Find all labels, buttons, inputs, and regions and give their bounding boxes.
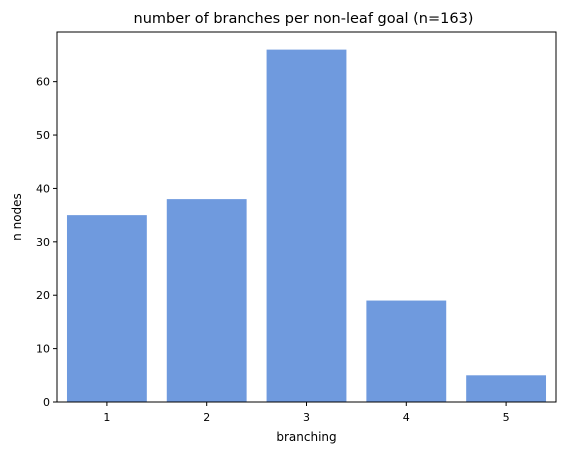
y-tick-label: 50	[36, 129, 50, 142]
y-tick-label: 30	[36, 236, 50, 249]
y-tick-label: 20	[36, 289, 50, 302]
bar-2	[166, 199, 247, 402]
x-tick-label: 1	[103, 411, 110, 424]
x-axis-label: branching	[276, 430, 336, 444]
plot-frame	[56, 31, 557, 403]
x-axis-ticks: 1 2 3 4 5	[103, 402, 510, 424]
chart-title: number of branches per non-leaf goal (n=…	[134, 11, 474, 27]
y-tick-label: 60	[36, 76, 50, 89]
y-tick-label: 0	[43, 396, 50, 409]
y-tick-label: 10	[36, 343, 50, 356]
y-axis-label: n nodes	[10, 193, 24, 241]
bar-3	[266, 49, 347, 402]
bar-5	[466, 375, 547, 402]
x-tick-label: 2	[203, 411, 210, 424]
bar-4	[366, 300, 447, 402]
x-tick-label: 5	[503, 411, 510, 424]
bar-1	[66, 215, 147, 402]
y-axis-ticks: 0 10 20 30 40 50 60	[36, 76, 57, 409]
y-tick-label: 40	[36, 182, 50, 195]
x-tick-label: 4	[403, 411, 410, 424]
bars-group	[66, 49, 547, 402]
x-tick-label: 3	[303, 411, 310, 424]
